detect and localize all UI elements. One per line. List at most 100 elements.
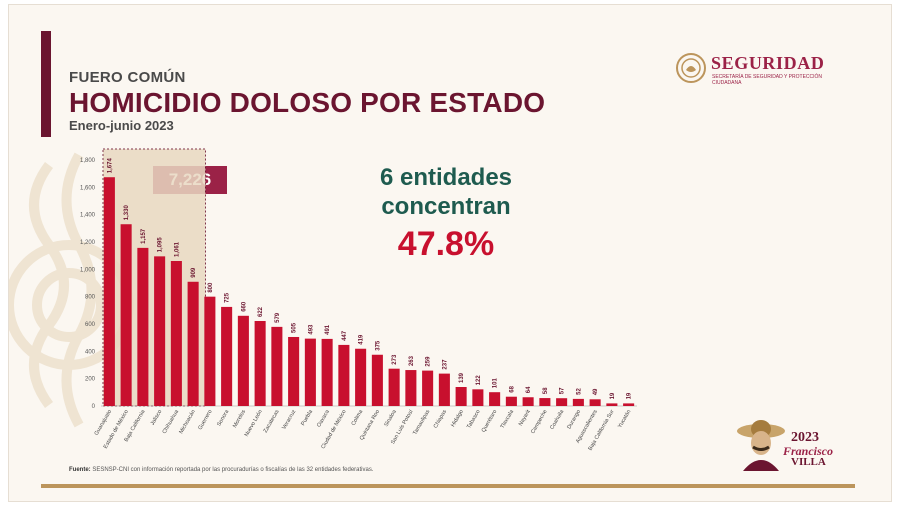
y-tick-label: 1,000	[80, 267, 96, 273]
bar-value-label: 19	[627, 392, 633, 399]
bar-value-label: 419	[359, 334, 365, 345]
category-label: Durango	[566, 409, 582, 430]
category-label: Sonora	[216, 408, 231, 427]
category-label: Jalisco	[150, 409, 164, 427]
category-label: Zacatecas	[263, 409, 281, 434]
logo-wordmark: SEGURIDAD	[711, 53, 825, 73]
bar-value-label: 68	[509, 385, 515, 392]
category-label: Tamaulipas	[412, 409, 431, 436]
period-subtitle: Enero-junio 2023	[69, 118, 174, 133]
category-label: Tabasco	[466, 409, 481, 430]
category-label: Hidalgo	[450, 409, 465, 428]
bar-value-label: 58	[543, 387, 549, 394]
slide: FUERO COMÚN HOMICIDIO DOLOSO POR ESTADO …	[8, 4, 892, 502]
bar	[371, 354, 383, 406]
bar	[103, 177, 115, 406]
category-label: Chihuahua	[162, 408, 181, 435]
category-label: Michoacán	[178, 409, 197, 435]
bar-value-label: 237	[442, 359, 448, 370]
category-label: Puebla	[300, 408, 314, 427]
bar-value-label: 579	[275, 312, 281, 323]
bar	[489, 392, 501, 406]
bar-value-label: 139	[459, 372, 465, 383]
bar	[221, 306, 233, 406]
bar-value-label: 375	[375, 340, 381, 351]
bar	[422, 370, 434, 406]
bar	[204, 296, 216, 406]
y-tick-label: 1,800	[80, 158, 96, 164]
y-tick-label: 400	[85, 349, 96, 355]
concentration-callout: 6 entidades concentran 47.8%	[331, 163, 561, 265]
bar-value-label: 263	[409, 355, 415, 366]
emblem-year: 2023	[791, 430, 819, 445]
bar-value-label: 622	[258, 306, 264, 317]
category-label: Tlaxcala	[500, 408, 516, 430]
callout-line-2: concentran	[381, 193, 511, 220]
bar-value-label: 491	[325, 324, 331, 335]
villa-portrait-icon	[737, 420, 785, 471]
emblem-name-first: Francisco	[783, 444, 834, 458]
bar	[472, 389, 484, 406]
bar-value-label: 505	[292, 322, 298, 333]
bar	[556, 398, 568, 406]
seguridad-logo: SEGURIDAD SECRETARÍA DE SEGURIDAD Y PROT…	[675, 50, 855, 92]
bar	[271, 326, 283, 406]
source-note: Fuente: SESNSP-CNI con información repor…	[69, 467, 374, 473]
bar	[321, 338, 333, 406]
y-tick-label: 200	[85, 377, 96, 383]
bar-value-label: 447	[342, 330, 348, 341]
bar-value-label: 64	[526, 386, 532, 393]
bar	[405, 370, 417, 406]
bar-value-label: 800	[208, 282, 214, 293]
category-label: Colima	[351, 408, 365, 427]
emblem-name-last: VILLA	[791, 456, 826, 468]
category-label: Veracruz	[281, 409, 297, 431]
category-label: Nuevo León	[244, 409, 264, 438]
bottom-rule	[41, 484, 855, 488]
y-tick-label: 1,600	[80, 185, 96, 191]
category-label: Querétaro	[481, 409, 499, 433]
bar-value-label: 19	[610, 392, 616, 399]
bar-value-label: 1,330	[124, 205, 130, 221]
bar	[338, 344, 350, 406]
bar	[606, 403, 618, 406]
category-label: Yucatán	[617, 409, 632, 429]
logo-subtitle: SECRETARÍA DE SEGURIDAD Y PROTECCIÓN CIU…	[712, 74, 823, 86]
page-title: HOMICIDIO DOLOSO POR ESTADO	[69, 87, 546, 118]
category-label: Sinaloa	[383, 408, 398, 428]
bar	[388, 368, 400, 406]
bar-value-label: 49	[593, 388, 599, 395]
national-seal-icon	[676, 53, 706, 83]
bar-value-label: 1,061	[174, 241, 180, 257]
bar-value-label: 273	[392, 354, 398, 365]
bar	[237, 315, 249, 406]
bar	[254, 320, 266, 406]
bar	[572, 398, 584, 406]
category-label: Chiapas	[433, 409, 448, 430]
y-tick-label: 1,400	[80, 213, 96, 219]
bar-value-label: 725	[225, 292, 231, 303]
bar	[154, 256, 166, 406]
category-label: Guerrero	[197, 409, 213, 431]
bar	[438, 373, 450, 406]
homicide-bar-chart: 0 200 400 600 800 1,000 1,200 1,400 1,600 1,800 1,…	[80, 148, 637, 452]
bar	[455, 387, 467, 406]
francisco-villa-emblem: 2023 Francisco VILLA	[731, 413, 841, 473]
y-tick-label: 1,200	[80, 240, 96, 246]
source-label: Fuente:	[69, 467, 91, 473]
bar	[589, 399, 601, 406]
category-label: Coahuila	[549, 408, 566, 431]
bar-value-label: 1,095	[158, 237, 164, 253]
category-label: Nayarit	[518, 409, 532, 427]
bar-value-label: 57	[560, 387, 566, 394]
bar	[170, 260, 182, 406]
y-tick-label: 600	[85, 322, 96, 328]
category-label: Morelos	[232, 409, 247, 429]
category-label: Campeche	[530, 409, 549, 435]
bar	[505, 396, 517, 406]
bar-value-label: 660	[241, 301, 247, 312]
callout-line-1: 6 entidades	[379, 164, 513, 191]
bar-value-label: 122	[476, 375, 482, 386]
bar	[288, 336, 300, 406]
bar	[522, 397, 534, 406]
